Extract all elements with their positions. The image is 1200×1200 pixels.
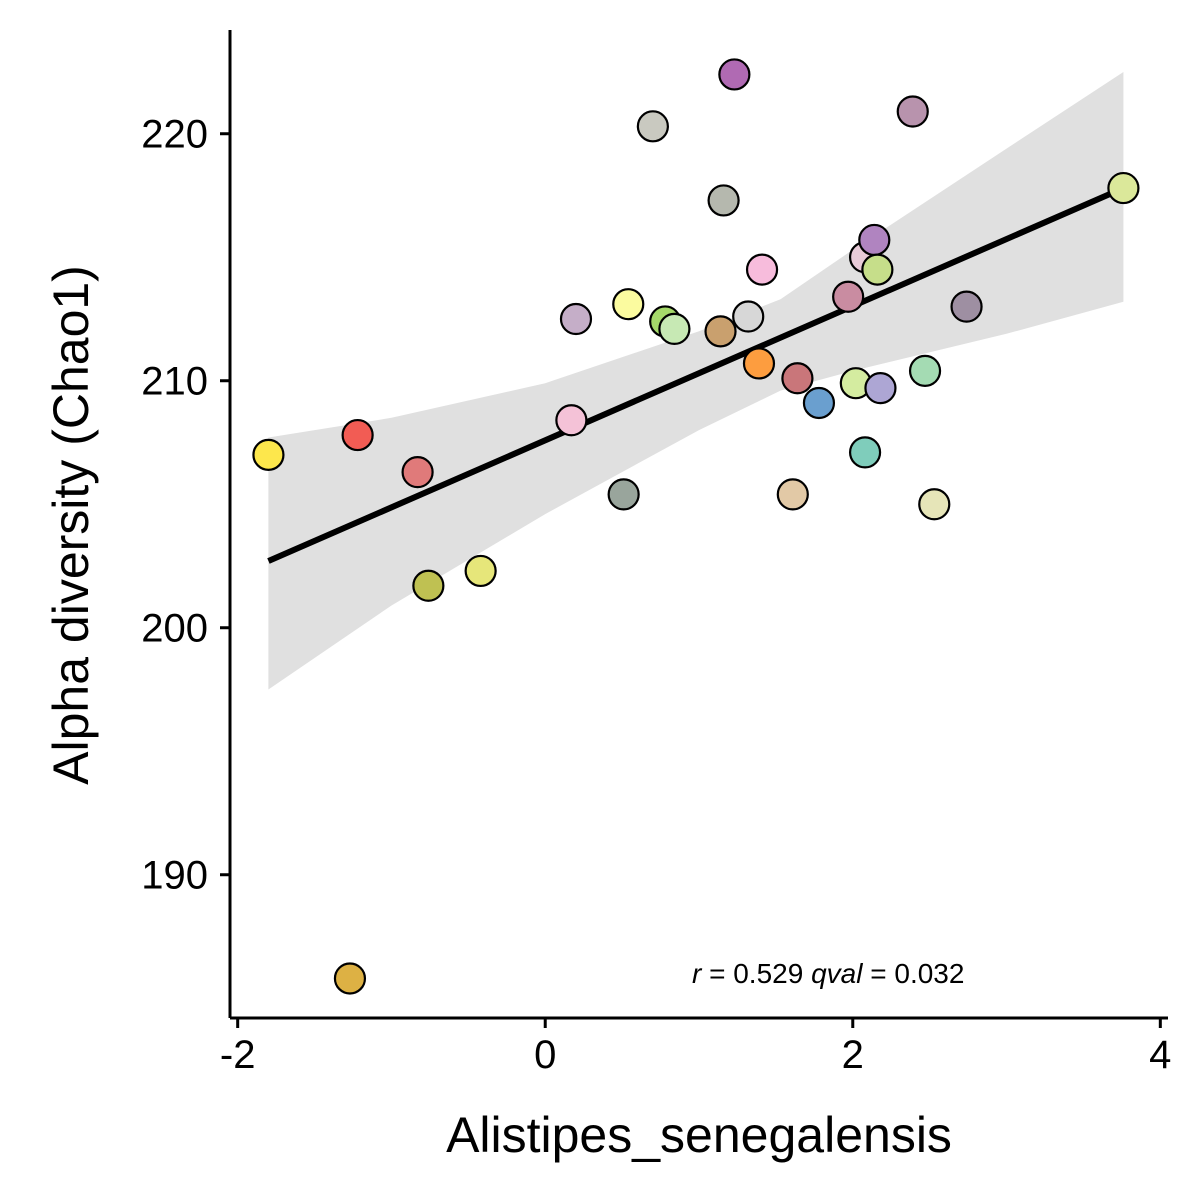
data-point [776,478,809,511]
data-point [707,184,740,217]
data-point [896,95,929,128]
data-point [555,404,588,437]
y-tick-label: 220 [141,113,208,157]
x-tick-label: 0 [534,1033,556,1077]
data-points-layer [252,58,1140,995]
data-point [718,58,751,91]
qval-label: qval [811,958,863,989]
data-point [658,312,691,345]
confidence-band [268,72,1124,690]
x-tick-label: 4 [1149,1033,1171,1077]
data-point [333,962,367,995]
regression-line [267,185,1125,564]
data-point [412,569,445,602]
data-point [252,438,285,471]
y-axis-title: Alpha diversity (Chao1) [43,265,99,785]
data-point [950,290,983,323]
data-point [559,302,593,336]
data-point [918,488,951,521]
qval-value: = 0.032 [862,958,964,989]
data-point [832,280,865,313]
data-point [341,418,374,452]
data-point [781,362,814,395]
y-tick-label: 210 [141,360,208,404]
data-point [636,110,669,143]
r-value: = 0.529 [701,958,811,989]
fit-line-layer [267,185,1125,564]
data-point [848,436,882,469]
axes-layer: -2 0 2 4 190 200 210 220 [141,30,1171,1077]
x-axis-title: Alistipes_senegalensis [446,1107,952,1163]
data-point [742,347,776,380]
x-tick-label: 2 [842,1033,864,1077]
data-point [861,253,894,286]
x-tick-label: -2 [220,1033,256,1077]
data-point [732,300,765,333]
data-point [464,554,497,588]
data-point [612,288,645,321]
confidence-band-layer [268,72,1124,690]
r-label: r [692,958,703,989]
y-tick-label: 200 [141,607,208,651]
data-point [704,315,737,348]
data-point [858,223,891,257]
data-point [1107,171,1140,205]
y-tick-label: 190 [141,854,208,898]
data-point [745,253,779,286]
correlation-annotation: r = 0.529 qval = 0.032 [692,958,964,989]
data-point [401,456,434,489]
data-point [607,478,640,511]
data-point [864,372,897,405]
data-point [802,386,836,420]
data-point [908,354,942,387]
